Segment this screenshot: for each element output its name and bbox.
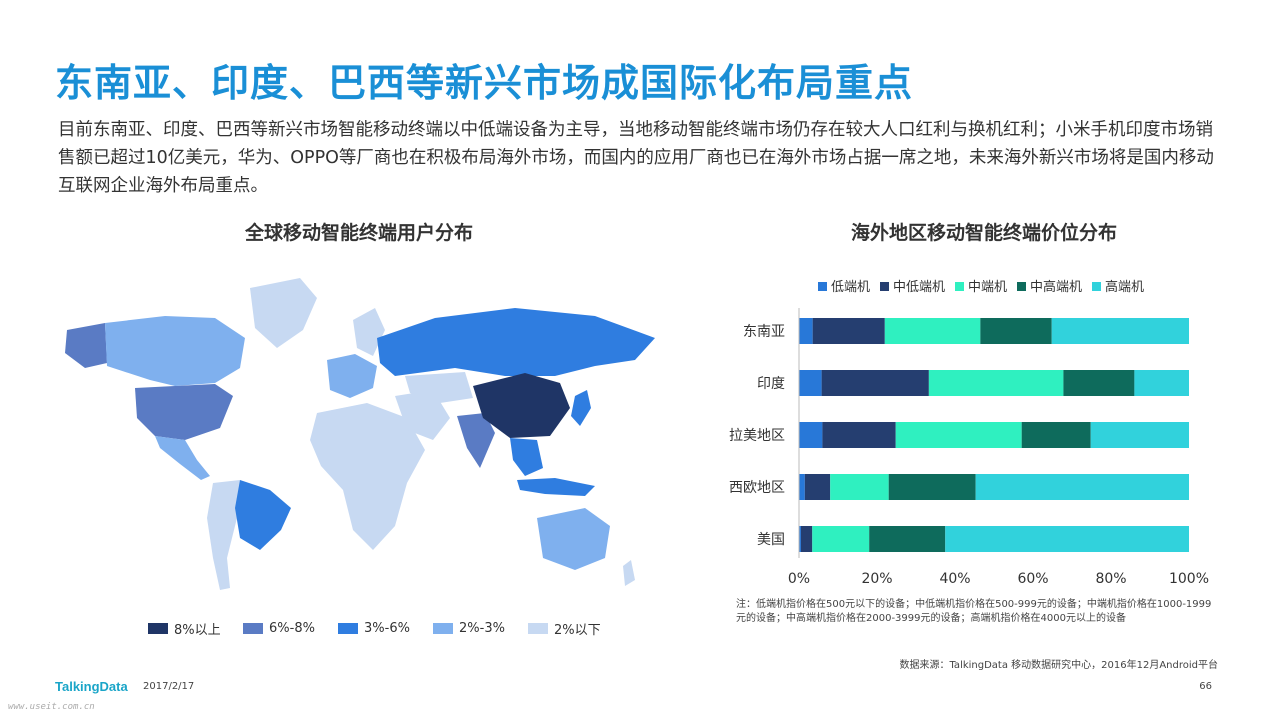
- legend-swatch: [818, 282, 827, 291]
- map-legend-item: 8%以上: [148, 619, 243, 638]
- map-legend-item: 2%以下: [528, 619, 623, 638]
- map-legend-label: 2%-3%: [459, 621, 505, 636]
- map-title: 全球移动智能终端用户分布: [245, 222, 474, 244]
- legend-swatch: [955, 282, 964, 291]
- bar-segment: [799, 370, 822, 396]
- category-label: 东南亚: [743, 324, 785, 340]
- legend-label: 低端机: [831, 280, 870, 295]
- bar-segment: [869, 526, 946, 552]
- region-africa: [310, 403, 425, 550]
- footer-date: 2017/2/17: [143, 681, 195, 692]
- region-india: [457, 413, 495, 468]
- region-south-america-west: [207, 480, 240, 590]
- bar-segment: [980, 318, 1052, 344]
- legend-swatch: [1017, 282, 1026, 291]
- chart-note: 注：低端机指价格在500元以下的设备；中低端机指价格在500-999元的设备；中…: [736, 599, 1212, 624]
- bar-segment: [1090, 422, 1189, 448]
- bar-segment: [822, 422, 896, 448]
- bar-segment: [975, 474, 1189, 500]
- chart-title: 海外地区移动智能终端价位分布: [851, 222, 1118, 244]
- map-legend-item: 6%-8%: [243, 619, 338, 638]
- region-canada: [105, 316, 245, 386]
- bar-segment: [945, 526, 1189, 552]
- map-legend-swatch: [528, 623, 548, 634]
- description-text: 目前东南亚、印度、巴西等新兴市场智能移动终端以中低端设备为主导，当地移动智能终端…: [58, 120, 1214, 196]
- bar-segment: [799, 526, 801, 552]
- map-legend-swatch: [148, 623, 168, 634]
- region-southeast-asia: [510, 438, 543, 476]
- bar-segment: [800, 526, 813, 552]
- region-mexico: [155, 436, 210, 480]
- region-usa: [135, 384, 233, 440]
- page-number: 66: [1199, 681, 1212, 692]
- legend-label: 高端机: [1105, 279, 1144, 295]
- map-legend: 8%以上 6%-8% 3%-6% 2%-3% 2%以下: [148, 619, 623, 638]
- world-map: [55, 268, 665, 598]
- region-brazil: [235, 480, 291, 550]
- region-europe-west: [327, 354, 377, 398]
- bar-segment: [1134, 370, 1189, 396]
- region-scandinavia: [353, 308, 385, 356]
- price-distribution-chart: 低端机 中低端机 中端机 中高端机 高端机东南亚印度拉美地区西欧地区美国 0% 20% 40%…: [700, 270, 1260, 600]
- region-new-zealand: [623, 560, 635, 586]
- region-middle-east: [395, 390, 450, 440]
- region-greenland: [250, 278, 317, 348]
- region-indonesia: [517, 478, 595, 496]
- map-legend-label: 6%-8%: [269, 621, 315, 636]
- region-central-asia: [405, 372, 473, 403]
- x-tick-label: 40%: [939, 571, 970, 587]
- bar-segment: [812, 318, 885, 344]
- legend-label: 中高端机: [1030, 279, 1082, 295]
- region-alaska: [65, 323, 107, 368]
- map-legend-label: 8%以上: [174, 623, 221, 638]
- bar-segment: [928, 370, 1064, 396]
- category-label: 西欧地区: [729, 480, 785, 496]
- legend-swatch: [1092, 282, 1101, 291]
- bar-segment: [830, 474, 889, 500]
- category-label: 美国: [757, 532, 785, 548]
- category-label: 印度: [757, 376, 785, 392]
- data-source: 数据来源：TalkingData 移动数据研究中心，2016年12月Androi…: [899, 660, 1218, 671]
- watermark: www.useit.com.cn: [8, 702, 95, 712]
- x-tick-label: 80%: [1095, 571, 1126, 587]
- bar-segment: [1063, 370, 1135, 396]
- x-tick-label: 0%: [788, 571, 810, 587]
- region-china: [473, 373, 570, 438]
- legend-label: 中低端机: [893, 280, 945, 295]
- category-label: 拉美地区: [729, 428, 785, 444]
- map-legend-swatch: [243, 623, 263, 634]
- x-tick-label: 100%: [1169, 571, 1209, 587]
- bar-segment: [799, 422, 823, 448]
- bar-segment: [799, 318, 813, 344]
- bar-segment: [888, 474, 976, 500]
- map-legend-swatch: [338, 623, 358, 634]
- bar-segment: [804, 474, 831, 500]
- bar-segment: [821, 370, 929, 396]
- talkingdata-logo: TalkingData: [55, 679, 128, 694]
- region-russia: [377, 308, 655, 376]
- bar-segment: [812, 526, 870, 552]
- bar-segment: [799, 474, 805, 500]
- region-australia: [537, 508, 610, 570]
- region-japan: [571, 390, 591, 426]
- map-legend-label: 2%以下: [554, 623, 601, 638]
- bar-segment: [895, 422, 1022, 448]
- x-tick-label: 60%: [1017, 571, 1048, 587]
- bar-segment: [884, 318, 981, 344]
- map-legend-item: 2%-3%: [433, 619, 528, 638]
- map-legend-swatch: [433, 623, 453, 634]
- map-legend-label: 3%-6%: [364, 621, 410, 636]
- page-title: 东南亚、印度、巴西等新兴市场成国际化布局重点: [55, 61, 914, 105]
- x-tick-label: 20%: [861, 571, 892, 587]
- legend-swatch: [880, 282, 889, 291]
- legend-label: 中端机: [968, 280, 1007, 295]
- bar-segment: [1051, 318, 1189, 344]
- map-legend-item: 3%-6%: [338, 619, 433, 638]
- bar-segment: [1021, 422, 1091, 448]
